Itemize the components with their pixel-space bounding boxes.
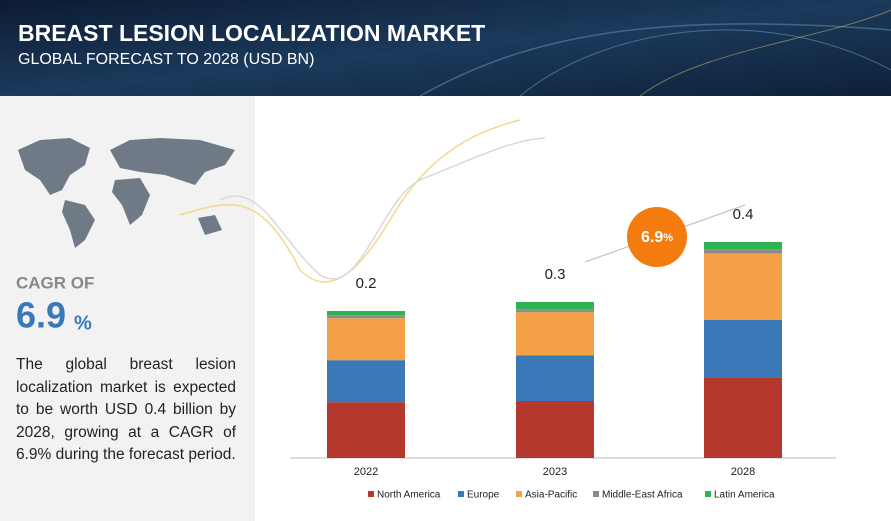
bar-segment	[327, 318, 405, 361]
legend-swatch	[593, 491, 599, 497]
world-map	[18, 138, 235, 248]
legend-swatch	[516, 491, 522, 497]
bar-segment	[516, 309, 594, 313]
badge-text: 6.9%	[641, 229, 673, 246]
legend-label: Europe	[467, 490, 500, 501]
subtitle: GLOBAL FORECAST TO 2028 (USD BN)	[18, 51, 314, 68]
legend-swatch	[368, 491, 374, 497]
bar-segment	[704, 253, 782, 320]
bar-segment	[327, 315, 405, 319]
bar-segment	[327, 360, 405, 403]
bar-segment	[516, 302, 594, 310]
x-tick-label: 2028	[731, 466, 755, 478]
description: The global breast lesion localization ma…	[16, 356, 236, 463]
cagr-badge	[627, 207, 687, 267]
bar-segment	[327, 402, 405, 458]
total-label: 0.4	[733, 206, 754, 223]
header-decor	[519, 29, 891, 97]
legend-swatch	[705, 491, 711, 497]
bar-segment	[516, 355, 594, 401]
legend-label: North America	[377, 490, 441, 501]
legend-label: Latin America	[714, 490, 775, 501]
bar-segment	[516, 401, 594, 458]
bar-segment	[704, 320, 782, 378]
legend-swatch	[458, 491, 464, 497]
bar-segment	[516, 312, 594, 356]
legend-label: Asia-Pacific	[525, 490, 577, 501]
decor-curve	[219, 137, 546, 280]
total-label: 0.3	[545, 266, 566, 283]
x-tick-label: 2023	[543, 466, 567, 478]
bar-segment	[704, 249, 782, 254]
badge-value: 6.9	[641, 229, 663, 246]
cagr-unit: %	[74, 312, 92, 334]
x-tick-label: 2022	[354, 466, 378, 478]
title: BREAST LESION LOCALIZATION MARKET	[18, 20, 485, 46]
badge-unit: %	[663, 232, 673, 244]
total-label: 0.2	[356, 275, 377, 292]
bar-segment	[704, 242, 782, 250]
cagr-value: 6.9	[16, 295, 66, 336]
header-decor	[419, 23, 891, 97]
header-decor	[639, 9, 891, 97]
legend-label: Middle-East Africa	[602, 490, 683, 501]
bar-segment	[327, 311, 405, 316]
bar-segment	[704, 377, 782, 458]
cagr-label: CAGR OF	[16, 273, 94, 292]
header-band	[0, 0, 891, 96]
